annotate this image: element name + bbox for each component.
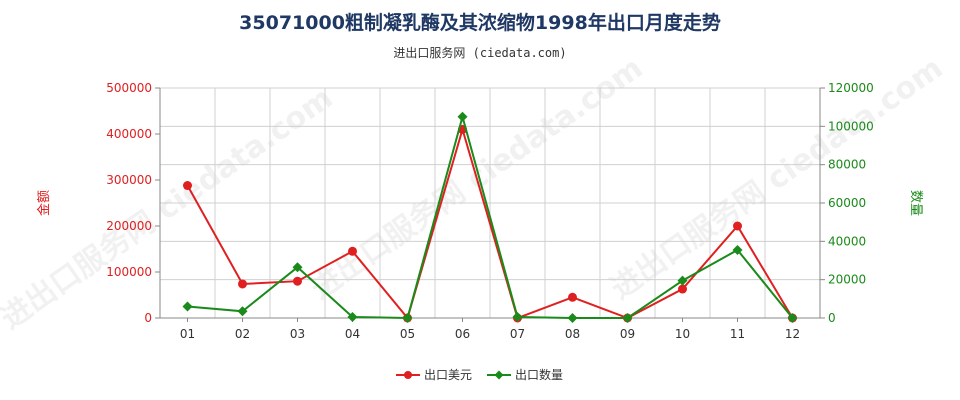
right-axis-tick-label: 20000 [828,273,866,287]
series-1-point [568,292,577,302]
x-axis-tick-label: 01 [180,327,195,341]
series-2-point [732,244,743,255]
series-1-point [678,284,687,294]
series-2-point [292,262,303,273]
series-2-point [677,275,688,286]
x-axis-tick-label: 10 [675,327,690,341]
right-axis-tick-label: 120000 [828,81,874,95]
right-axis-tick-label: 40000 [828,234,866,248]
series-2-point [457,111,468,122]
series-1-point [733,221,742,231]
series-2-point [237,306,248,317]
right-axis-tick-label: 60000 [828,196,866,210]
right-axis-tick-label: 100000 [828,119,874,133]
x-axis-tick-label: 11 [730,327,745,341]
series-2-point [622,313,633,323]
left-axis-tick-label: 300000 [106,173,152,187]
series-line-2 [187,112,794,320]
x-axis-tick-label: 08 [565,327,580,341]
x-axis-tick-label: 02 [235,327,250,341]
legend-label-2: 出口数量 [515,367,563,382]
x-axis-tick-label: 04 [345,327,360,341]
legend-marker-2 [494,370,504,380]
chart-subtitle: 进出口服务网 (ciedata.com) [393,46,567,60]
series-1-point [183,181,192,191]
x-axis-tick-label: 09 [620,327,635,341]
right-axis-tick-label: 0 [828,311,836,325]
series-2-point [402,313,413,323]
left-axis-tick-label: 200000 [106,219,152,233]
legend-marker-1 [404,371,412,379]
right-axis-title: 数量 [908,190,923,216]
chart-title: 35071000粗制凝乳酶及其浓缩物1998年出口月度走势 [239,12,721,34]
left-axis-tick-label: 0 [144,311,152,325]
series-2-point [787,313,798,323]
x-axis-tick-label: 03 [290,327,305,341]
series-2-point [512,312,523,323]
series-2-point [182,301,193,312]
series-1-point [293,276,302,286]
series-1-point [348,246,357,256]
left-axis-tick-label: 400000 [106,127,152,141]
right-axis-tick-label: 80000 [828,158,866,172]
x-axis-tick-label: 12 [785,327,800,341]
x-axis-tick-label: 07 [510,327,525,341]
left-axis-tick-label: 100000 [106,265,152,279]
series-2-point [347,312,358,323]
x-axis-tick-label: 05 [400,327,415,341]
x-axis-tick-label: 06 [455,327,470,341]
series-line-1 [186,125,794,321]
series-1-point [238,279,247,289]
left-axis-title: 金额 [36,190,52,216]
series-2-point [567,313,578,323]
left-axis-tick-label: 500000 [106,81,152,95]
legend-label-1: 出口美元 [424,368,472,382]
